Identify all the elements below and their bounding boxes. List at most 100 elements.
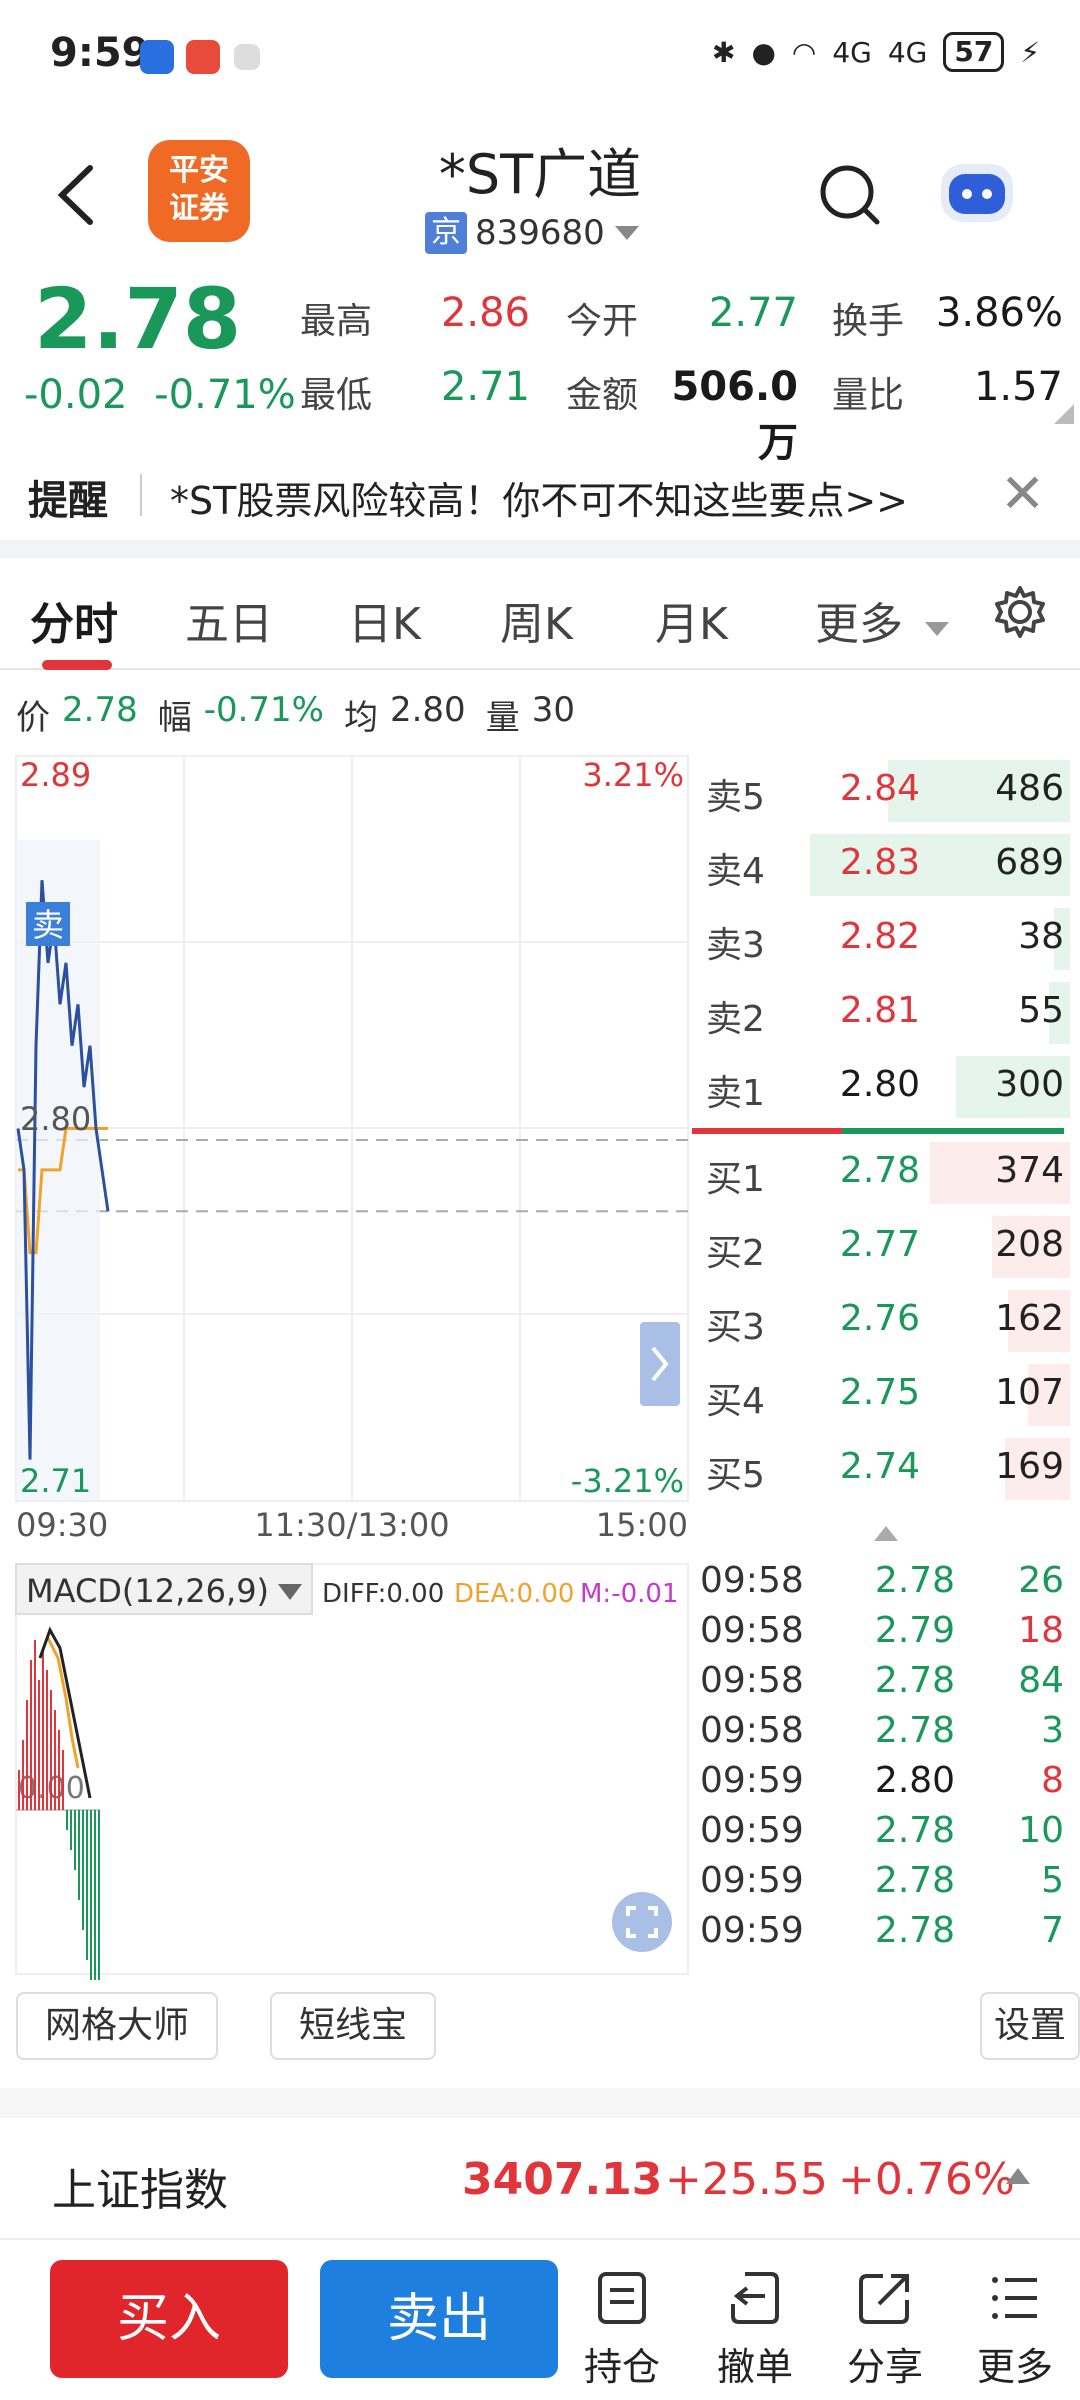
alert-title: 提醒 [28,478,108,524]
tab-more[interactable]: 更多 [815,588,951,652]
level-label: 卖2 [706,999,765,1040]
bid-row[interactable]: 买1 2.78 374 [690,1138,1070,1208]
tab-monthly-k[interactable]: 月K [655,599,728,650]
expand-corner-icon[interactable] [1054,404,1074,424]
y-bottom-label: 2.71 [20,1462,91,1500]
bid-row[interactable]: 买4 2.75 107 [690,1360,1070,1430]
tick-volume: 10 [1018,1810,1064,1851]
more-button[interactable]: 更多 [965,2268,1065,2391]
tick-list[interactable]: 09:58 2.78 26 09:58 2.79 18 09:58 2.78 84 09:58 2.… [690,1560,1070,1980]
tools-settings-button[interactable]: 设置 [980,1992,1080,2060]
tab-daily-k[interactable]: 日K [348,599,421,650]
level-price: 2.81 [839,990,921,1031]
bid-row[interactable]: 买2 2.77 208 [690,1212,1070,1282]
expand-panel-button[interactable] [640,1322,680,1406]
sell-button[interactable]: 卖出 [320,2260,558,2378]
short-line-button[interactable]: 短线宝 [270,1992,436,2060]
level-price: 2.78 [839,1150,921,1191]
x-label-close: 15:00 [596,1506,688,1540]
intraday-info-line: 价 2.78 幅 -0.71% 均 2.80 量 30 [16,690,575,739]
sell-marker[interactable] [26,902,70,946]
depth-bar [1054,908,1070,970]
search-icon [820,165,880,225]
intraday-chart[interactable]: 2.89 3.21% 2.80 2.71 -3.21% 卖 09:30 11:3… [0,740,690,1540]
ask-row[interactable]: 卖5 2.84 486 [690,756,1070,826]
cancel-order-button[interactable]: 撤单 [705,2268,805,2391]
holdings-label: 持仓 [583,2345,660,2389]
alert-divider [140,474,142,516]
tick-row: 09:59 2.80 8 [690,1760,1070,1810]
app-logo[interactable]: 平安 证券 [148,140,250,242]
info-vol-label: 量 [485,698,520,738]
info-range: -0.71% [203,690,324,730]
level-label: 卖4 [706,851,765,892]
info-range-label: 幅 [157,698,192,738]
level-volume: 162 [995,1298,1064,1339]
tab-five-day[interactable]: 五日 [185,599,273,650]
share-icon [859,2274,909,2324]
holdings-button[interactable]: 持仓 [572,2268,672,2391]
macd-bar [46,1670,48,1810]
fullscreen-icon [626,1906,658,1938]
ask-row[interactable]: 卖1 2.80 300 [690,1052,1070,1122]
bid-row[interactable]: 买3 2.76 162 [690,1286,1070,1356]
bid-row[interactable]: 买5 2.74 169 [690,1434,1070,1504]
depth-bar [888,760,1070,822]
macd-bar [30,1660,32,1810]
level-price: 2.77 [839,1224,921,1265]
close-icon[interactable]: ✕ [1000,462,1046,525]
depth-bar [956,1056,1070,1118]
more-caret-icon [925,622,949,636]
tab-intraday[interactable]: 分时 [30,599,118,650]
robot-assistant-button[interactable] [935,150,1019,234]
wifi-icon: ◠ [791,35,817,69]
expand-up-icon[interactable] [1006,2168,1030,2184]
ask-row[interactable]: 卖3 2.82 38 [690,904,1070,974]
chevron-right-icon [651,1346,669,1382]
tick-price: 2.78 [874,1560,956,1601]
holdings-icon [598,2272,646,2324]
battery-icon: 57 [943,32,1005,72]
level-label: 买3 [706,1307,765,1348]
active-tab-indicator [42,660,112,670]
tick-time: 09:59 [700,1860,804,1901]
volume-ratio-label: 量比 [832,375,905,416]
y-mid-label: 2.80 [20,1100,91,1138]
tick-time: 09:59 [700,1910,804,1951]
buy-button[interactable]: 买入 [50,2260,288,2378]
macd-selector[interactable] [15,1563,313,1615]
sf-express-icon [186,40,220,74]
tab-weekly-k[interactable]: 周K [500,599,573,650]
depth-bar [930,1142,1070,1204]
depth-bar [992,1216,1070,1278]
level-label: 买5 [706,1455,765,1496]
orderbook-split-bid [842,1128,1064,1134]
risk-alert-bar[interactable]: 提醒 *ST股票风险较高！你不可不知这些要点>> ✕ [0,440,1080,540]
macd-diff-line [38,1626,92,1799]
share-label: 分享 [846,2345,923,2389]
alert-text[interactable]: *ST股票风险较高！你不可不知这些要点>> [170,479,909,523]
index-ticker-bar[interactable]: 上证指数 3407.13 +25.55 +0.76% [0,2120,1080,2240]
stock-code-selector[interactable]: 京 839680 [425,212,641,254]
macd-panel[interactable]: MACD(12,26,9) DIFF:0.00 DEA:0.00 M:-0.01… [0,1548,690,1980]
pct-top-label: 3.21% [582,756,684,794]
level-price: 2.75 [839,1372,921,1413]
chart-settings-button[interactable] [990,582,1050,642]
section-divider [0,2088,1080,2118]
share-button[interactable]: 分享 [835,2268,935,2391]
fullscreen-button[interactable] [612,1892,672,1952]
search-button[interactable] [815,160,885,230]
status-icons: ✱ ● ◠ 4G 4G 57 ⚡ [712,32,1040,72]
menu-icon [992,2277,1037,2319]
ask-row[interactable]: 卖4 2.83 689 [690,830,1070,900]
ticks-scroll-up-icon[interactable] [872,1524,900,1544]
back-button[interactable] [50,160,110,230]
ask-row[interactable]: 卖2 2.81 55 [690,978,1070,1048]
stock-name: *ST广道 [438,143,642,206]
level-price: 2.74 [839,1446,921,1487]
level-price: 2.76 [839,1298,921,1339]
grid-master-button[interactable]: 网格大师 [16,1992,218,2060]
amount-label: 金额 [566,375,639,416]
level-volume: 38 [1018,916,1064,957]
tick-time: 09:59 [700,1760,804,1801]
